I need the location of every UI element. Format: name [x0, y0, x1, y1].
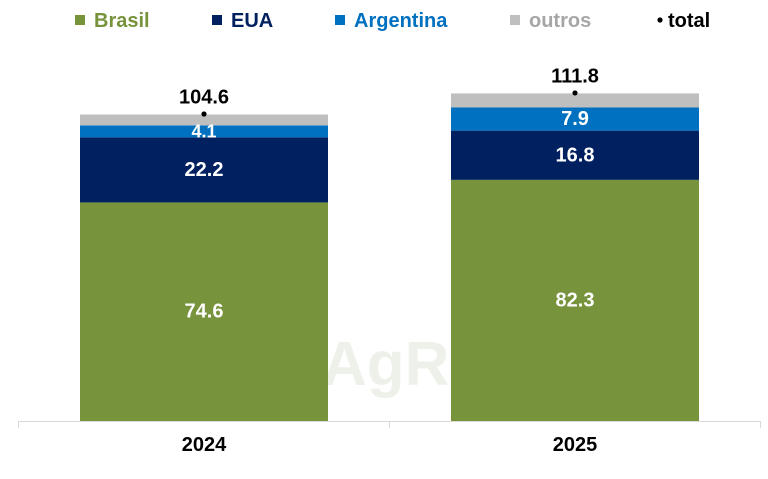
value-labels: 74.6 22.2 4.1 82.3 16.8 7.9: [185, 108, 595, 323]
data-label-argentina-2025: 7.9: [561, 108, 589, 130]
x-tick-label-2025: 2025: [553, 434, 598, 456]
bar-outros-2025: [451, 93, 699, 108]
bar-brasil-2025: [451, 179, 699, 421]
legend: Brasil EUA Argentina outros total: [75, 10, 710, 32]
legend-label-total: total: [668, 10, 710, 32]
x-axis: 2024 2025: [18, 421, 761, 456]
bar-eua-2024: [80, 137, 328, 203]
bar-argentina-2025: [451, 107, 699, 131]
data-label-brasil-2024: 74.6: [185, 301, 224, 323]
bar-outros-2024: [80, 114, 328, 126]
bar-brasil-2024: [80, 202, 328, 421]
bar-argentina-2024: [80, 125, 328, 138]
total-marker-2024: [201, 111, 207, 117]
bar-eua-2025: [451, 130, 699, 180]
data-label-eua-2025: 16.8: [556, 144, 595, 166]
data-label-brasil-2025: 82.3: [556, 289, 595, 311]
legend-item-eua: EUA: [212, 10, 273, 32]
x-tick-label-2024: 2024: [182, 434, 227, 456]
total-label-2025: 111.8: [551, 65, 599, 87]
legend-item-brasil: Brasil: [75, 10, 150, 32]
legend-label-argentina: Argentina: [354, 10, 448, 32]
total-label-2024: 104.6: [179, 87, 229, 109]
legend-item-outros: outros: [510, 10, 591, 32]
legend-item-argentina: Argentina: [335, 10, 448, 32]
legend-item-total: total: [657, 10, 710, 32]
legend-swatch-total: [657, 17, 663, 23]
totals: 104.6 111.8: [179, 65, 599, 117]
legend-label-brasil: Brasil: [94, 10, 150, 32]
legend-label-outros: outros: [529, 10, 591, 32]
legend-label-eua: EUA: [231, 10, 273, 32]
data-label-argentina-2024: 4.1: [191, 121, 216, 141]
legend-swatch-outros: [510, 15, 520, 25]
data-label-eua-2024: 22.2: [185, 159, 224, 181]
legend-swatch-brasil: [75, 15, 85, 25]
legend-swatch-eua: [212, 15, 222, 25]
bars: [80, 93, 699, 421]
total-marker-2025: [572, 90, 578, 96]
legend-swatch-argentina: [335, 15, 345, 25]
